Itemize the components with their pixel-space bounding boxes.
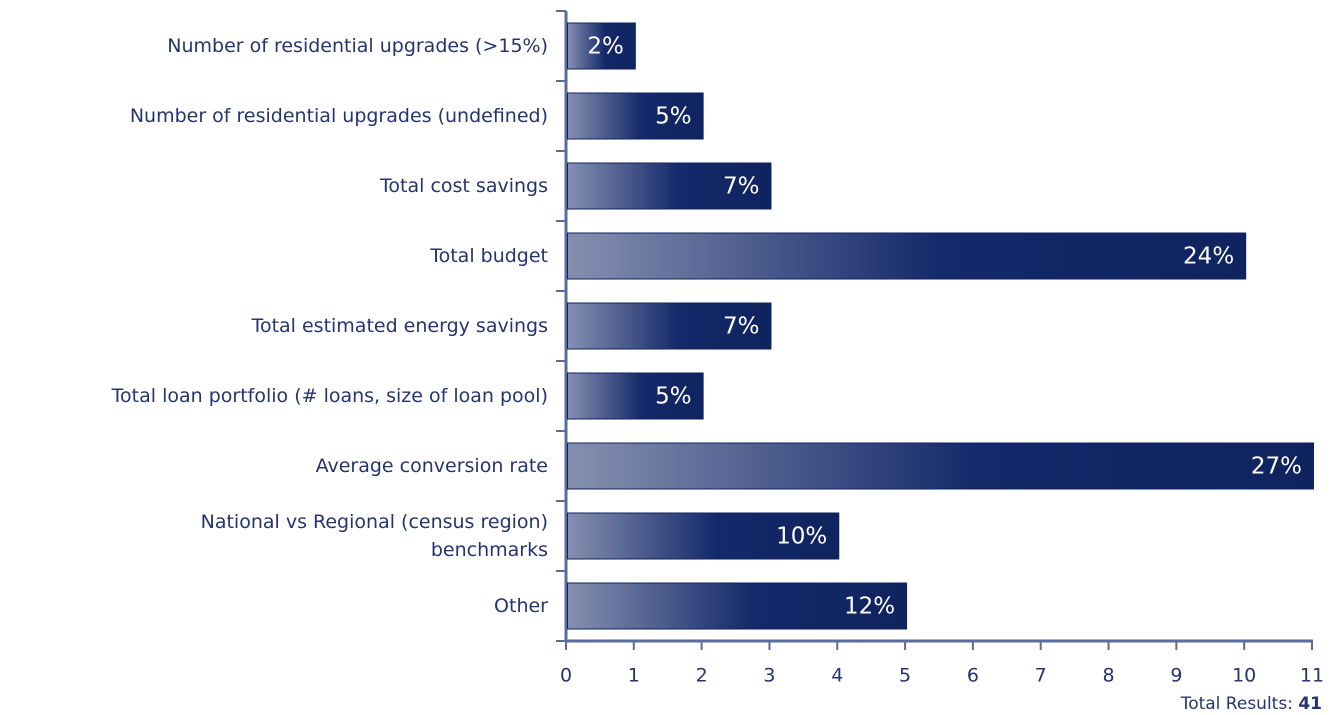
category-label: Total loan portfolio (# loans, size of l… [111, 385, 548, 407]
category-label: Total estimated energy savings [251, 315, 548, 337]
bar [567, 92, 704, 140]
bar [567, 162, 772, 210]
bar [567, 372, 704, 420]
value-label: 5% [655, 384, 692, 410]
value-label: 10% [776, 524, 827, 550]
category-label: Other [494, 595, 548, 617]
x-tick-label: 1 [628, 665, 640, 687]
value-label: 2% [587, 34, 624, 60]
value-label: 5% [655, 104, 692, 130]
x-tick-label: 2 [696, 665, 708, 687]
bar [567, 512, 840, 560]
x-tick-label: 6 [967, 665, 979, 687]
bar [567, 442, 1314, 490]
category-label: Total cost savings [380, 175, 548, 197]
x-tick-label: 8 [1102, 665, 1114, 687]
value-label: 27% [1251, 454, 1302, 480]
category-label: National vs Regional (census region) ben… [200, 511, 548, 561]
x-tick-label: 4 [831, 665, 843, 687]
bar [567, 302, 772, 350]
x-tick-label: 11 [1300, 665, 1324, 687]
x-tick-label: 9 [1170, 665, 1182, 687]
category-label: Average conversion rate [315, 455, 548, 477]
category-label: Number of residential upgrades (undefine… [129, 105, 548, 127]
category-label: Total budget [430, 245, 548, 267]
x-tick-label: 0 [560, 665, 572, 687]
bar [567, 232, 1247, 280]
value-label: 24% [1183, 244, 1234, 270]
value-label: 7% [723, 314, 760, 340]
bar [567, 582, 908, 630]
x-tick-label: 5 [899, 665, 911, 687]
x-tick-label: 7 [1035, 665, 1047, 687]
x-tick-label: 10 [1232, 665, 1256, 687]
category-label: Number of residential upgrades (>15%) [167, 35, 548, 57]
total-label: Total Results: [1180, 694, 1293, 714]
bar [567, 22, 636, 70]
total-value: 41 [1298, 694, 1322, 714]
total-results: Total Results: 41 [1181, 694, 1322, 714]
value-label: 7% [723, 174, 760, 200]
x-tick-label: 3 [763, 665, 775, 687]
value-label: 12% [844, 594, 895, 620]
